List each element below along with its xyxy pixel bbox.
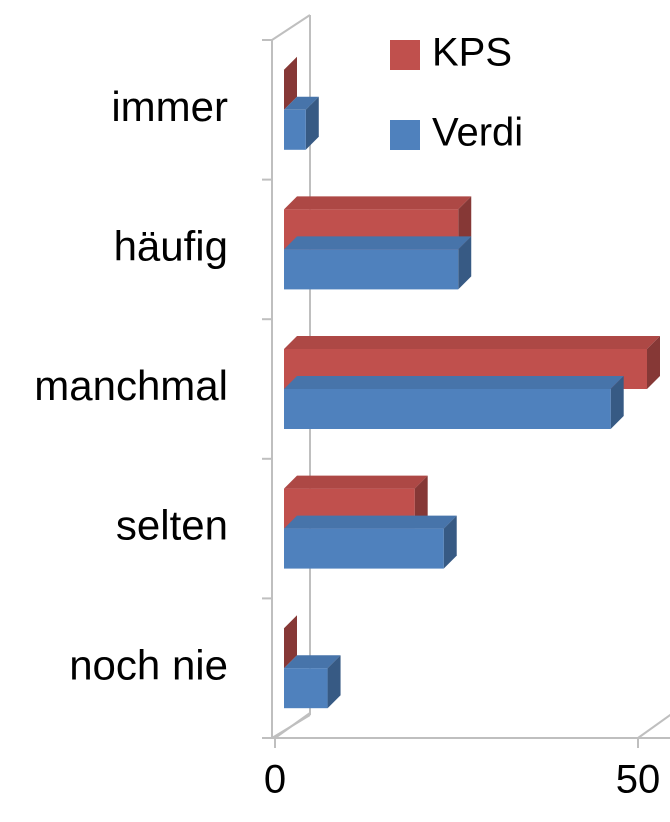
bar-top [284,196,472,210]
bar-side [305,96,319,150]
wall-top [271,14,311,41]
legend-label: KPS [432,31,512,75]
bar-front [284,109,306,150]
bar-side [610,376,624,429]
floor-depth [274,712,311,739]
bar [284,515,457,569]
legend-swatch [390,40,420,70]
legend-swatch [390,120,420,150]
bar [284,376,624,429]
floor-depth [637,713,670,739]
bar-top [284,96,319,110]
bar-side [443,515,457,569]
bar-side [284,615,297,669]
bar-front [284,528,444,569]
bar-top [284,475,428,489]
bar-side [458,196,472,250]
bar-side [414,475,428,529]
legend-label: Verdi [432,111,523,155]
bar [284,236,472,290]
bar-side [284,56,297,110]
bar [284,56,297,110]
bar-top [284,515,457,529]
bar-top [284,376,624,389]
y-tick-label: selten [116,502,228,549]
bar [284,96,319,150]
y-tick-label: manchmal [34,362,228,409]
bar-top [284,655,341,669]
y-tick-label: häufig [114,222,228,269]
y-tick-label: noch nie [69,641,228,688]
bar-side [647,336,660,389]
y-tick-label: immer [111,83,228,130]
x-tick-label: 0 [264,758,286,802]
bar-front [284,249,459,290]
bar-front [284,668,328,709]
bar [284,615,297,669]
bar-front [284,389,611,429]
bar-top [284,236,472,250]
bar [284,655,341,709]
bar-side [458,236,472,290]
bar-side [327,655,341,709]
bar-top [284,336,660,349]
x-tick-label: 50 [616,758,661,802]
